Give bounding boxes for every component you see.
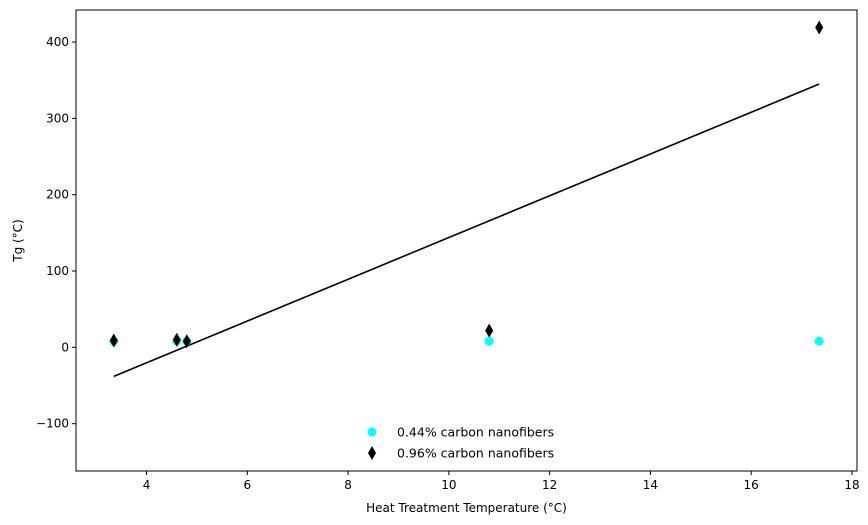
series-2-point	[182, 334, 191, 349]
y-tick-label: 300	[46, 111, 69, 125]
series-2-point	[172, 332, 181, 347]
data-points-layer	[109, 20, 824, 349]
legend-label-1: 0.44% carbon nanofibers	[397, 425, 554, 440]
y-tick-label: 200	[46, 188, 69, 202]
x-axis-label: Heat Treatment Temperature (°C)	[366, 501, 567, 515]
series-2-point	[485, 323, 494, 338]
series-2-point	[109, 333, 118, 348]
legend-marker-1	[367, 427, 377, 437]
fit-line-layer	[113, 83, 820, 378]
x-tick-label: 8	[344, 478, 352, 492]
x-tick-label: 12	[542, 478, 557, 492]
series-2-point	[815, 20, 824, 35]
y-tick-label: 0	[61, 340, 69, 354]
y-axis: −100 0 100 200 300 400	[36, 35, 76, 431]
y-axis-label: Tg (°C)	[11, 219, 25, 263]
plot-area	[76, 10, 857, 471]
x-tick-label: 18	[844, 478, 859, 492]
plot-frame	[75, 9, 858, 472]
y-tick-label: 100	[46, 264, 69, 278]
legend-label-2: 0.96% carbon nanofibers	[397, 446, 554, 461]
legend: 0.44% carbon nanofibers 0.96% carbon nano…	[367, 425, 554, 461]
x-tick-label: 6	[243, 478, 251, 492]
x-tick-label: 4	[143, 478, 151, 492]
x-tick-label: 14	[643, 478, 658, 492]
x-axis: 4 6 8 10 12 14 16 18	[143, 471, 860, 492]
x-tick-label: 16	[744, 478, 759, 492]
series-1-point	[814, 336, 824, 346]
fit-line	[113, 83, 820, 378]
x-tick-label: 10	[441, 478, 456, 492]
legend-marker-2	[368, 446, 376, 460]
series-1-point	[484, 336, 494, 346]
y-tick-label: 400	[46, 35, 69, 49]
y-tick-label: −100	[36, 417, 69, 431]
